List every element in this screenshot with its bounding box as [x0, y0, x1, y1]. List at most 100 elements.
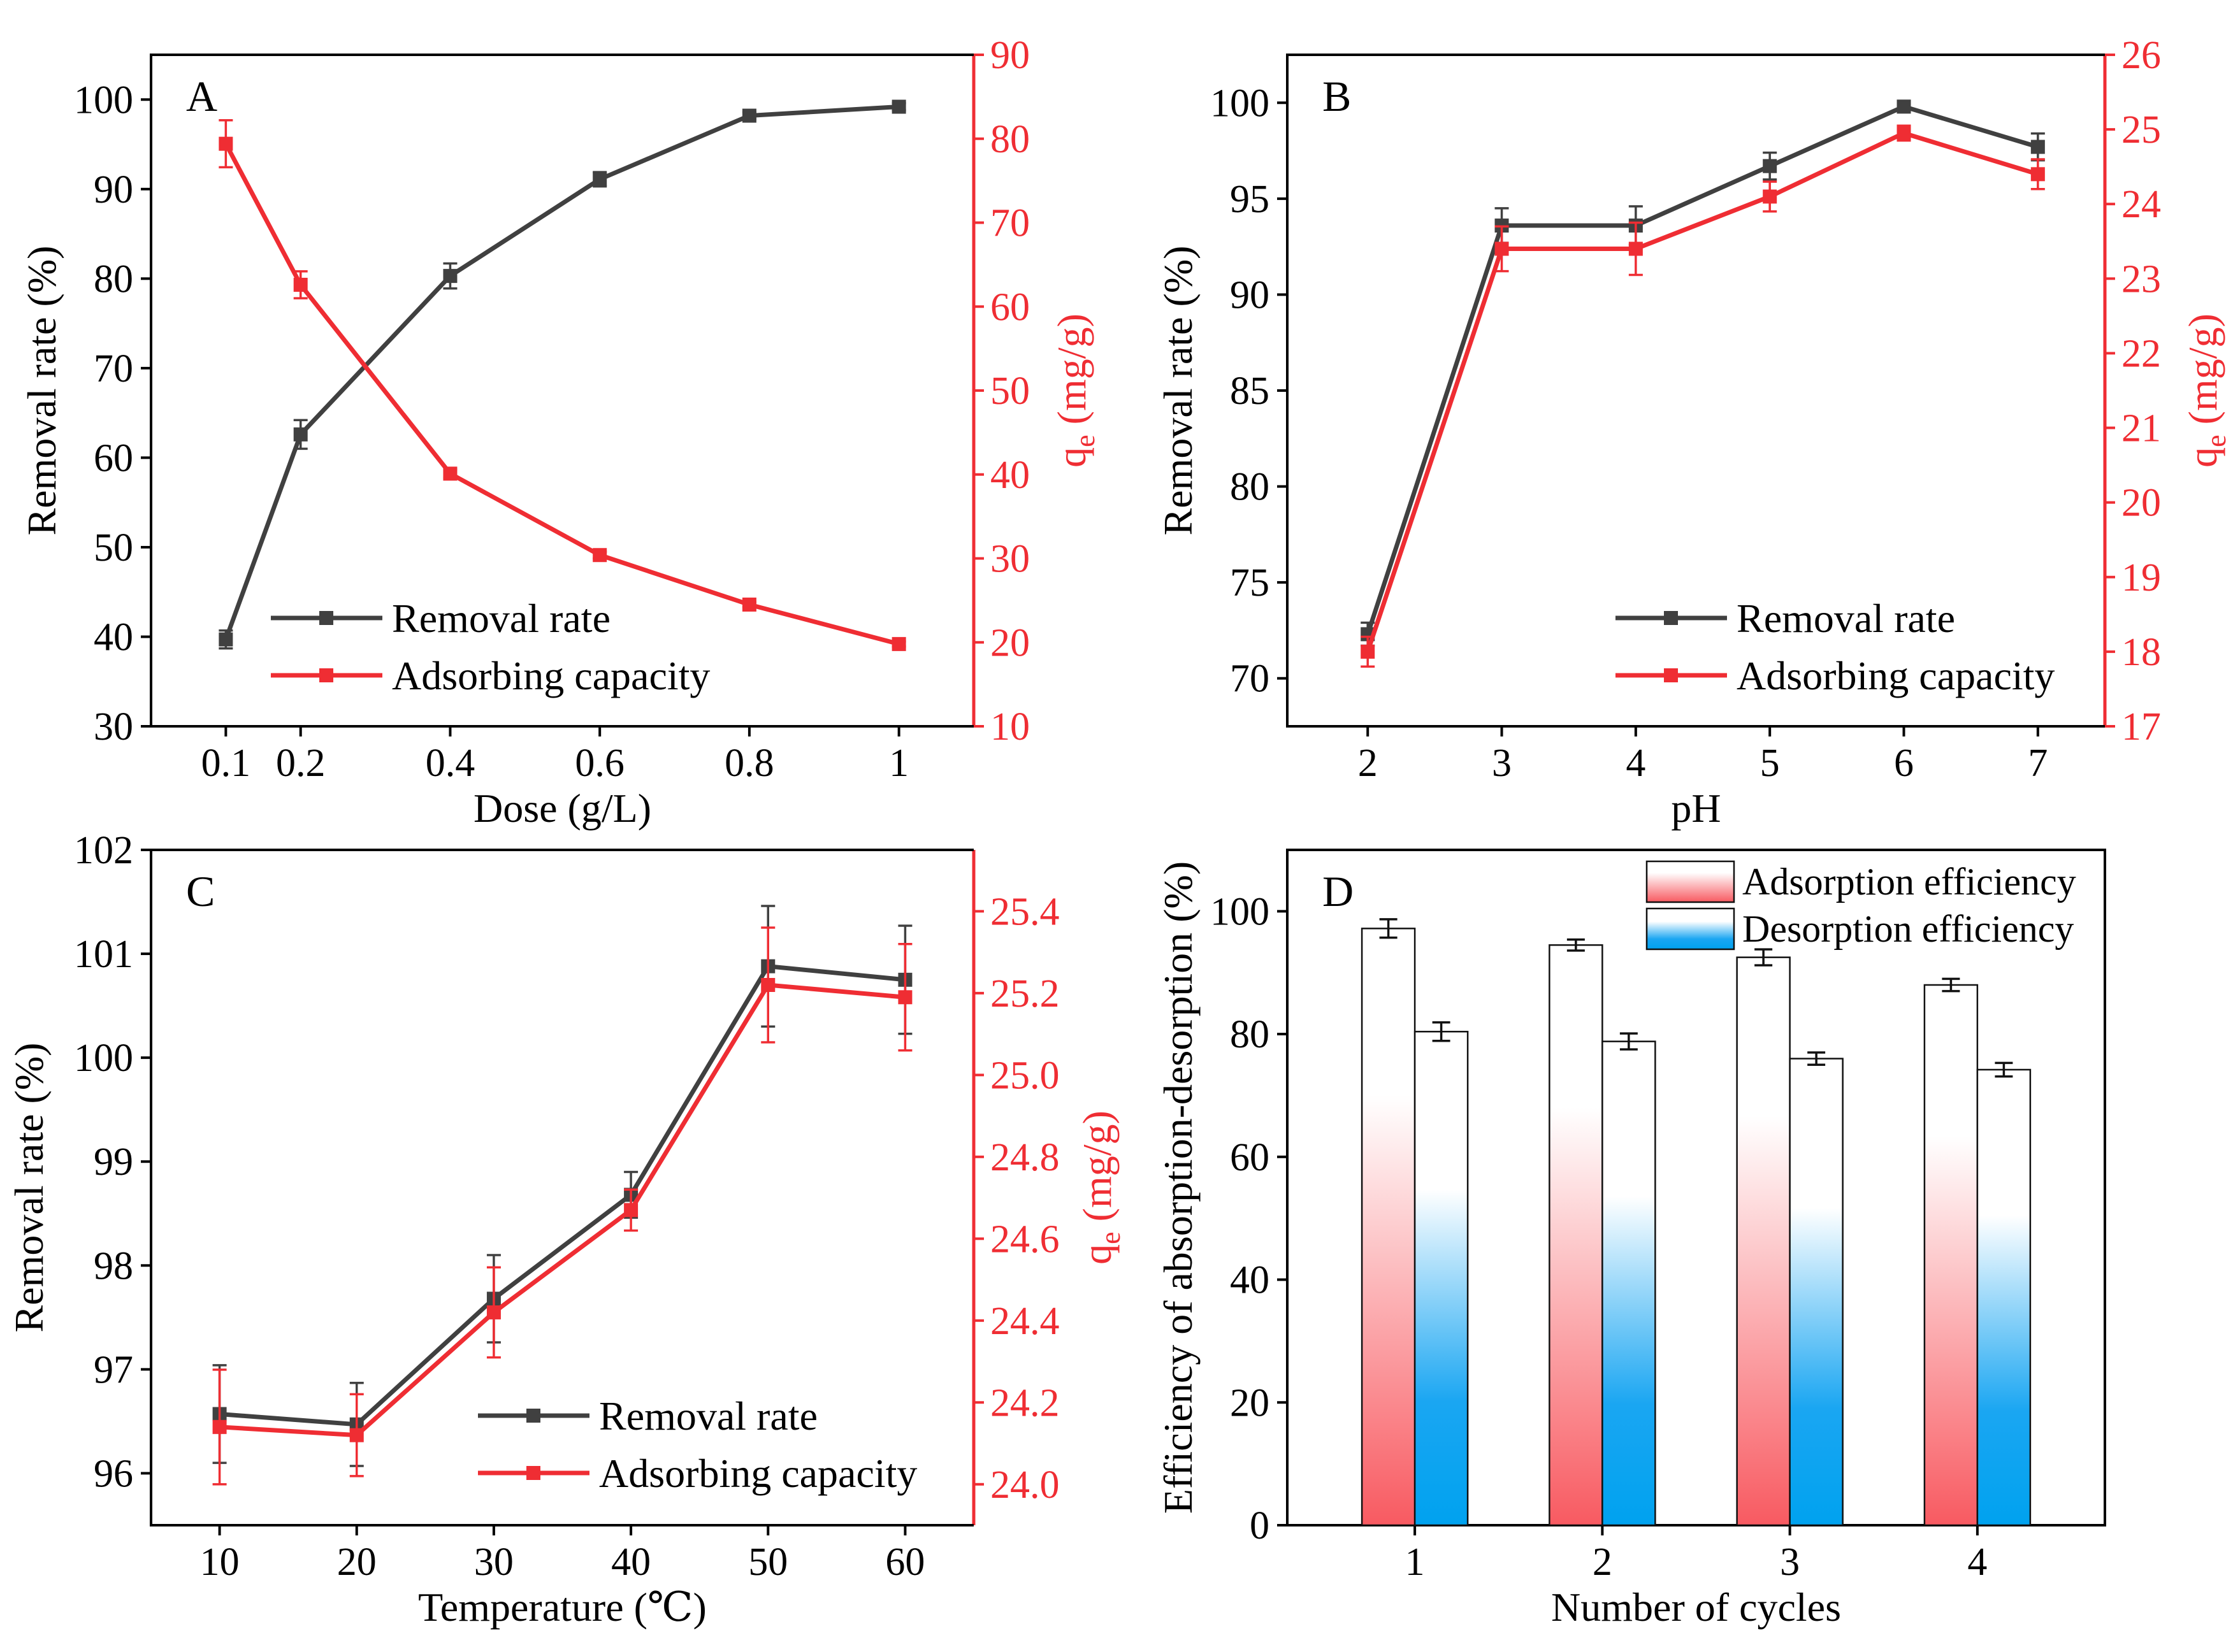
- panel-b-adsorbing-capacity-point: [1494, 241, 1509, 256]
- panel-a-removal-rate-point: [219, 632, 233, 647]
- panel-a-removal-rate-point: [293, 427, 308, 442]
- panel-a-adsorbing-capacity-line: [224, 143, 900, 647]
- panel-a-letter: A: [186, 72, 217, 120]
- panel-c-legend-label-removal-rate: Removal rate: [599, 1393, 818, 1439]
- panel-b-xtick-label: 4: [1626, 742, 1645, 785]
- panel-d-desorption-error-bar: [1995, 1061, 2013, 1078]
- panel-b-xtick-label: 6: [1894, 742, 1914, 785]
- panel-d-adsorption-bar: [1361, 928, 1416, 1526]
- panel-d-adsorption-error-bar: [1566, 938, 1585, 952]
- panel-b-letter: B: [1322, 72, 1351, 120]
- panel-c-xtick-label: 50: [748, 1541, 788, 1584]
- panel-c-ytick-left-label: 101: [74, 933, 133, 976]
- panel-b-legend-marker-removal-rate: [1664, 611, 1678, 625]
- panel-c-ylabel-right-unit: (mg/g): [1074, 1110, 1120, 1232]
- panel-a-ytick-left-label: 50: [94, 526, 133, 570]
- panel-d-desorption-error-bar: [1807, 1051, 1826, 1067]
- panel-b-removal-rate-point: [1763, 159, 1777, 173]
- panel-b-ytick-right-label: 25: [2121, 108, 2161, 152]
- panel-b-xtick-label: 5: [1760, 742, 1780, 785]
- panel-b-ytick-right-label: 19: [2121, 556, 2161, 600]
- panel-a-removal-rate-point: [892, 99, 906, 114]
- panel-b-ytick-right-label: 23: [2121, 257, 2161, 301]
- panel-b-xtick-label: 7: [2028, 742, 2048, 785]
- panel-c-ytick-right-label: 25.2: [990, 972, 1060, 1016]
- panel-d-adsorption-bar: [1736, 956, 1791, 1526]
- panel-a-ytick-left-label: 30: [94, 705, 133, 749]
- panel-b-adsorbing-capacity-line: [1365, 131, 2039, 652]
- panel-b-adsorbing-capacity-point: [1897, 126, 1911, 140]
- panel-c-letter: C: [186, 867, 215, 916]
- panel-d-legend-swatch-desorption: [1645, 907, 1735, 951]
- panel-d-adsorption-bar: [1923, 984, 1979, 1526]
- panel-b-ytick-right-label: 17: [2121, 705, 2161, 749]
- panel-c-ytick-right-label: 24.2: [990, 1381, 1060, 1425]
- panel-a-legend-marker-removal-rate: [319, 611, 333, 625]
- panel-a-adsorbing-capacity-point: [742, 597, 756, 612]
- panel-c-adsorbing-capacity-point: [624, 1203, 639, 1217]
- panel-a-xtick-label: 0.4: [426, 742, 475, 785]
- panel-c-adsorbing-capacity-point: [486, 1305, 501, 1319]
- panel-c-removal-rate-line: [219, 963, 906, 1427]
- panel-c-adsorbing-capacity-point: [349, 1428, 364, 1442]
- panel-d-legend-swatch-adsorption: [1645, 860, 1735, 903]
- panel-b-ytick-left-label: 75: [1230, 561, 1269, 605]
- panel-a-adsorbing-capacity-point: [593, 548, 607, 563]
- panel-b: 2 3 4 5 6 77075808590951001718192021222324252…: [1155, 34, 2232, 831]
- panel-d-xtick-label: 4: [1967, 1541, 1987, 1584]
- panel-a-ytick-left-label: 40: [94, 615, 133, 659]
- panel-d-legend-label-desorption: Desorption efficiency: [1742, 908, 2074, 950]
- panel-a-ytick-left-label: 70: [94, 347, 133, 391]
- panel-a-legend-label-adsorbing-capacity: Adsorbing capacity: [392, 653, 710, 698]
- panel-c-xtick-label: 40: [611, 1541, 651, 1584]
- panel-a-ytick-right-label: 40: [990, 454, 1030, 497]
- panel-c-adsorbing-capacity-point: [761, 978, 776, 992]
- panel-c: 10 20 30 40 50 60 96 97 98 99 100 101 102 24.0 24.2 24.…: [6, 829, 1126, 1630]
- panel-a-ytick-right-label: 10: [990, 705, 1030, 749]
- panel-b-ytick-right-label: 20: [2121, 482, 2161, 525]
- panel-b-ylabel-right: qe (mg/g): [2180, 313, 2232, 468]
- panel-a-removal-rate-point: [443, 269, 458, 284]
- panel-b-ytick-left-label: 100: [1210, 82, 1269, 125]
- panel-c-legend-marker-adsorbing-capacity: [526, 1466, 540, 1480]
- panel-b-adsorbing-capacity-point: [1361, 644, 1375, 659]
- panel-b-ytick-right-label: 24: [2121, 183, 2161, 226]
- panel-b-ylabel-right-subscript: e: [2200, 435, 2232, 447]
- panel-c-legend-marker-removal-rate: [526, 1409, 540, 1423]
- panel-b-ylabel-left: Removal rate (%): [1155, 246, 1201, 536]
- panel-d-ytick-label: 80: [1230, 1013, 1269, 1056]
- panel-a-ytick-left-label: 60: [94, 436, 133, 480]
- panel-d-frame: [1286, 849, 2106, 1526]
- panel-b-ytick-left-label: 85: [1230, 370, 1269, 413]
- panel-c-ytick-left-label: 97: [94, 1348, 133, 1391]
- panel-c-ytick-right-label: 24.4: [990, 1300, 1060, 1343]
- panel-d-ytick-label: 100: [1210, 890, 1269, 933]
- panel-c-ytick-left-label: 99: [94, 1140, 133, 1184]
- panel-c-ytick-right-label: 25.0: [990, 1054, 1060, 1097]
- panel-a: 0.1 0.2 0.4 0.6 0.8 1 30 40 50 60 70 80 90 100 10 20 30 4…: [19, 34, 1101, 831]
- panel-d-ylabel: Efficiency of absorption-desorption (%): [1155, 861, 1201, 1514]
- panel-b-removal-rate-line: [1365, 104, 2039, 635]
- panel-c-xtick-label: 10: [200, 1541, 240, 1584]
- panel-d-legend-label-adsorption: Adsorption efficiency: [1742, 861, 2076, 903]
- panel-b-adsorbing-capacity-point: [1628, 241, 1643, 256]
- panel-d-desorption-error-bar: [1432, 1021, 1450, 1042]
- panel-b-adsorbing-capacity-point: [2030, 167, 2045, 182]
- panel-a-ytick-right-label: 90: [990, 34, 1030, 77]
- panel-a-ylabel-right: qe (mg/g): [1049, 313, 1101, 468]
- panel-d-xlabel: Number of cycles: [1551, 1584, 1841, 1630]
- panel-c-ytick-left-label: 96: [94, 1452, 133, 1495]
- panel-c-ylabel-right: qe (mg/g): [1074, 1110, 1126, 1265]
- panel-c-ylabel-right-subscript: e: [1095, 1232, 1126, 1244]
- panel-d-desorption-bar: [1413, 1030, 1469, 1526]
- panel-c-ytick-left-label: 102: [74, 829, 133, 872]
- panel-a-xtick-label: 0.8: [725, 742, 774, 785]
- panel-a-ytick-left-label: 90: [94, 168, 133, 212]
- panel-b-ytick-right-label: 18: [2121, 631, 2161, 674]
- panel-d-adsorption-error-bar: [1754, 948, 1773, 966]
- panel-b-ytick-left-label: 90: [1230, 273, 1269, 317]
- panel-b-ytick-left-label: 70: [1230, 657, 1269, 701]
- panel-a-ytick-left-label: 100: [74, 78, 133, 122]
- panel-a-frame: [150, 54, 974, 728]
- panel-a-legend-marker-adsorbing-capacity: [319, 668, 333, 682]
